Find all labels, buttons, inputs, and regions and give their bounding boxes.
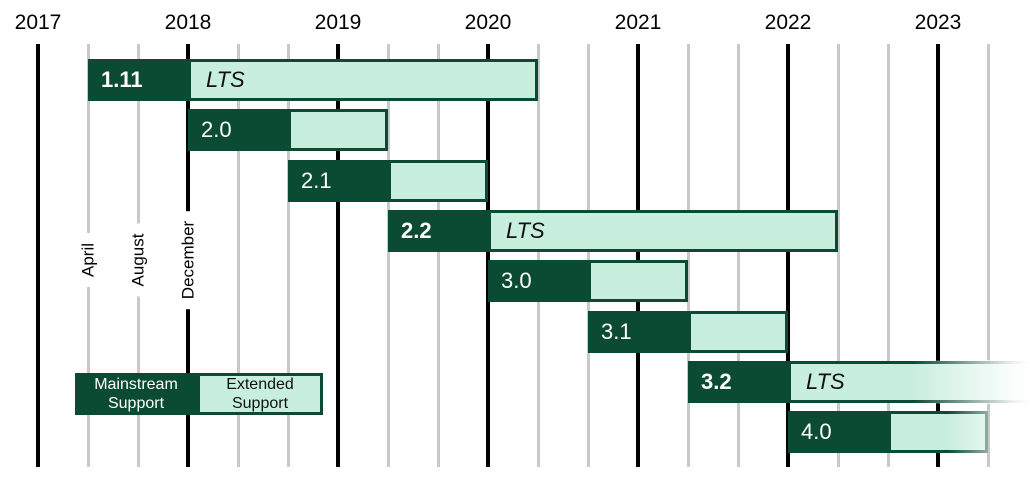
mainstream-segment: 3.0 [488,260,588,302]
month-gridline [836,44,840,467]
month-label-april: April [76,232,100,288]
version-bar-2.1: 2.1 [288,160,488,202]
month-gridline [436,44,440,467]
lts-label: LTS [506,218,545,243]
version-bar-2.0: 2.0 [188,109,388,151]
year-label-2021: 2021 [614,11,662,34]
extended-segment: LTS [788,361,1030,403]
year-label-2023: 2023 [914,11,962,34]
month-gridline [686,44,690,467]
legend: Mainstream Support Extended Support [75,373,323,415]
year-gridline [636,44,640,467]
year-gridline [486,44,490,467]
month-gridline [986,44,990,467]
month-gridline [736,44,740,467]
version-label: 3.1 [601,319,632,344]
extended-segment [388,160,488,202]
extended-segment [288,109,388,151]
version-bar-4.0: 4.0 [788,410,988,454]
version-label: 2.1 [301,168,332,193]
extended-segment: LTS [188,59,538,101]
year-gridline [336,44,340,467]
version-label: 2.2 [401,218,432,243]
month-gridline [886,44,890,467]
year-label-2020: 2020 [464,11,512,34]
year-label-2022: 2022 [764,11,812,34]
extended-segment [688,311,788,353]
version-label: 2.0 [201,117,232,142]
month-label-december: December [176,210,200,310]
mainstream-segment: 1.11 [88,59,188,101]
month-gridline [536,44,540,467]
version-bar-3.2: 3.2 LTS [688,360,1030,404]
lts-label: LTS [806,369,845,394]
mainstream-segment: 2.0 [188,109,288,151]
month-label-august: August [126,223,150,297]
mainstream-segment: 2.1 [288,160,388,202]
mainstream-segment: 4.0 [788,411,888,453]
legend-extended-support: Extended Support [197,373,323,415]
month-gridline [236,44,240,467]
year-gridline [936,44,940,467]
version-bar-1.11: 1.11 LTS [88,59,538,101]
mainstream-segment: 3.1 [588,311,688,353]
month-gridline [386,44,390,467]
version-label: 3.2 [701,369,732,394]
extended-segment [588,260,688,302]
version-bar-3.1: 3.1 [588,311,788,353]
mainstream-segment: 2.2 [388,210,488,252]
year-label-2017: 2017 [14,11,62,34]
year-label-2018: 2018 [164,11,212,34]
version-label: 4.0 [801,419,832,444]
year-gridline [786,44,790,467]
version-bar-2.2: 2.2 LTS [388,210,838,252]
version-label: 3.0 [501,268,532,293]
legend-mainstream-label: Mainstream Support [94,376,178,412]
year-label-2019: 2019 [314,11,362,34]
extended-segment [888,411,988,453]
legend-mainstream-support: Mainstream Support [75,373,197,415]
year-gridline [36,44,40,467]
version-label: 1.11 [101,67,143,92]
legend-extended-label: Extended Support [226,376,294,412]
month-gridline [586,44,590,467]
mainstream-segment: 3.2 [688,361,788,403]
month-gridline [286,44,290,467]
lts-label: LTS [206,67,245,92]
version-bar-3.0: 3.0 [488,260,688,302]
extended-segment: LTS [488,210,838,252]
